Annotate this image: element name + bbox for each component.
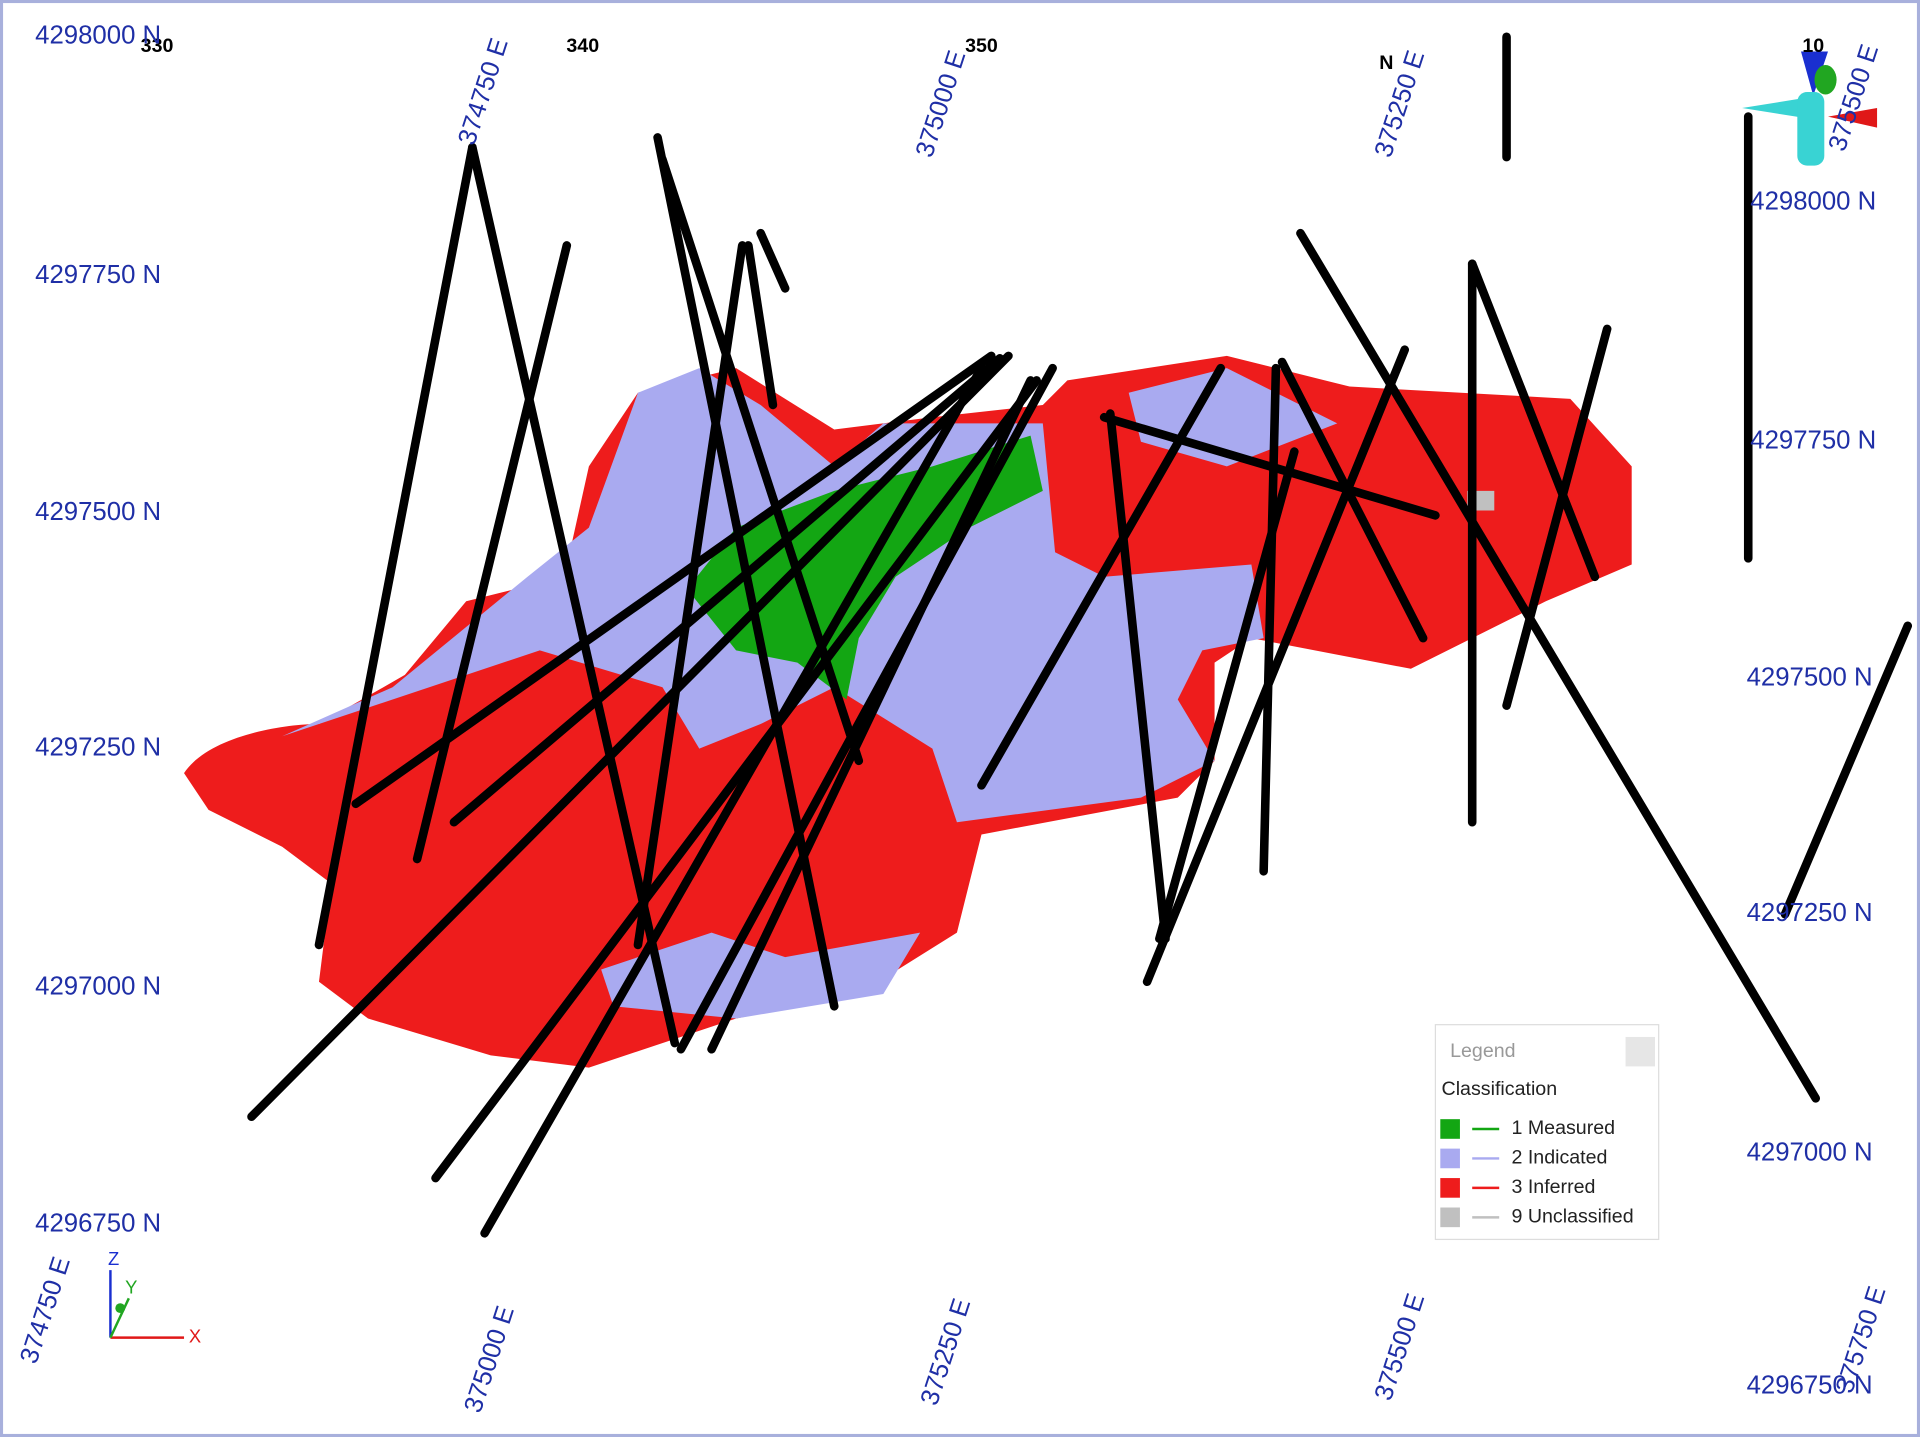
drill-hole (1155, 447, 1299, 944)
drill-hole (1780, 621, 1913, 919)
section-label: N (1379, 52, 1393, 74)
drill-hole (314, 142, 477, 950)
drill-hole (1296, 228, 1821, 1103)
drill-hole (468, 142, 680, 1048)
axis-label: Y (125, 1276, 137, 1297)
northing-label: 4297000 N (35, 973, 161, 1001)
drill-hole (1099, 412, 1440, 520)
northing-label: 4297000 N (1747, 1138, 1873, 1166)
drill-hole (449, 354, 1005, 827)
legend-label: 9 Unclassified (1511, 1206, 1633, 1228)
drill-hole (633, 241, 747, 950)
northing-label: 4297750 N (35, 261, 161, 289)
northing-label: 4297500 N (1747, 663, 1873, 691)
drill-hole (676, 363, 1057, 1054)
drill-hole (431, 376, 1041, 1183)
legend-close-button[interactable] (1625, 1036, 1656, 1067)
northing-label: 4298000 N (35, 22, 161, 50)
drill-hole (1105, 409, 1170, 944)
section-label: 350 (965, 35, 998, 57)
section-label: 330 (141, 35, 174, 57)
legend-swatch (1440, 1207, 1460, 1228)
indicated-blocks (282, 368, 1338, 1019)
legend-heading: Classification (1442, 1078, 1558, 1100)
northing-label: 4296750 N (1747, 1371, 1873, 1399)
drill-hole (1502, 324, 1612, 710)
drill-holes (247, 32, 1913, 1238)
legend-title: Legend (1450, 1040, 1515, 1062)
drill-hole (247, 351, 1013, 1122)
drill-hole (1467, 259, 1600, 582)
section-label: 10 (1802, 35, 1824, 57)
legend-label: 1 Measured (1511, 1117, 1615, 1139)
drill-hole (1277, 357, 1428, 643)
drill-hole (412, 241, 572, 864)
legend-swatch (1440, 1178, 1460, 1198)
drill-hole (756, 228, 790, 293)
northing-label: 4297250 N (35, 733, 161, 761)
northing-label: 4297500 N (35, 498, 161, 526)
northing-label: 4297750 N (1750, 427, 1876, 455)
legend-label: 2 Indicated (1511, 1147, 1607, 1169)
drill-hole (707, 376, 1035, 1054)
northing-label: 4296750 N (35, 1210, 161, 1238)
section-label: 340 (566, 35, 599, 57)
legend-swatch (1440, 1148, 1460, 1169)
axis-triad (109, 1270, 185, 1339)
northing-label: 4298000 N (1750, 187, 1876, 215)
legend: Legend Classification 1 Measured 2 Indica… (1434, 1024, 1660, 1241)
drill-hole (744, 241, 778, 410)
drill-hole (480, 363, 986, 1238)
drill-hole (1142, 345, 1410, 987)
drill-hole (351, 351, 996, 809)
legend-label: 3 Inferred (1511, 1176, 1595, 1198)
drill-hole (1259, 363, 1281, 876)
axis-label: Z (108, 1248, 119, 1269)
northing-label: 4297250 N (1747, 899, 1873, 927)
legend-panel (1434, 1024, 1660, 1241)
axis-label: X (189, 1325, 201, 1346)
legend-swatch (1440, 1119, 1460, 1139)
orientation-compass (1742, 51, 1878, 166)
